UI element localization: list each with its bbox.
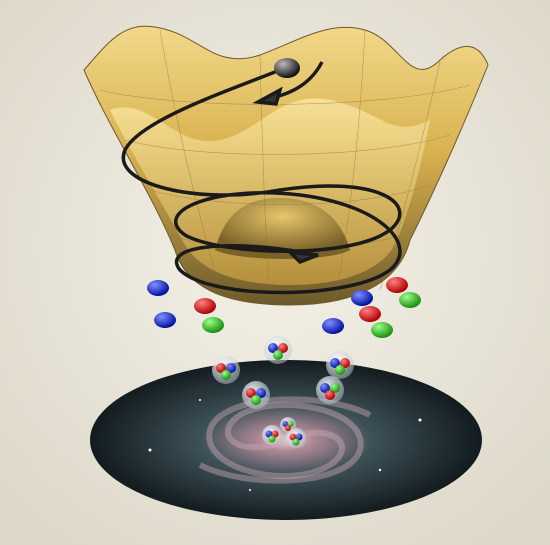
hadrons — [212, 336, 354, 448]
ball — [274, 58, 300, 78]
spiral-trajectory — [121, 61, 402, 295]
galaxy — [90, 360, 482, 520]
quarks — [147, 277, 421, 338]
